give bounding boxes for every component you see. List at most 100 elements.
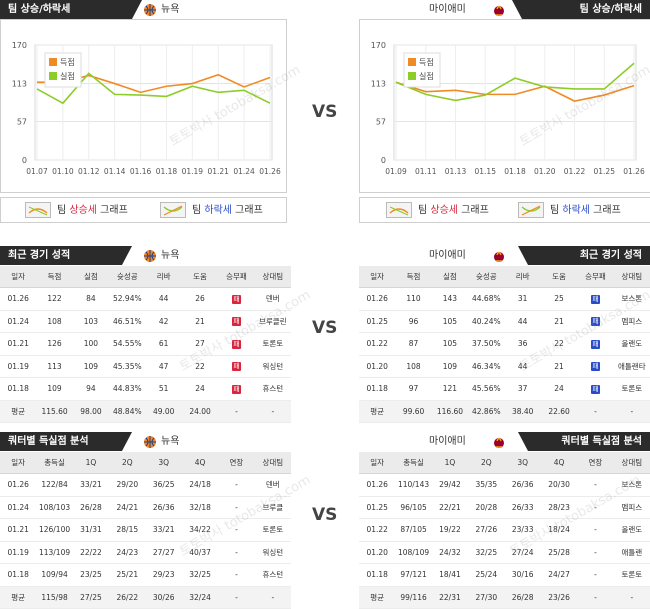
legend-label-allowed: 실점 xyxy=(60,71,75,81)
table-cell: 97 xyxy=(395,378,431,401)
column-header: 2Q xyxy=(109,452,145,474)
table-cell: 31 xyxy=(505,288,541,311)
table-cell: - xyxy=(218,474,254,497)
left-quarter-notch xyxy=(122,432,132,451)
table-cell: 44.68% xyxy=(468,288,504,311)
column-header: 4Q xyxy=(182,452,218,474)
table-cell: 121 xyxy=(432,378,468,401)
right-team-name: 마이애미 xyxy=(429,0,466,19)
column-header: 슛성공 xyxy=(109,266,145,288)
x-tick-label: 01.07 xyxy=(26,167,48,176)
x-tick-label: 01.09 xyxy=(385,167,407,176)
table-cell: 28/23 xyxy=(541,496,577,519)
table-cell: 24/18 xyxy=(182,474,218,497)
table-cell: - xyxy=(577,496,613,519)
heat-logo-icon xyxy=(492,3,506,17)
table-cell: 116.60 xyxy=(432,400,468,423)
left-stats-notch xyxy=(122,246,132,265)
legend-swatch-score xyxy=(49,58,57,66)
result-badge: 패 xyxy=(591,385,600,394)
table-cell: 46.34% xyxy=(468,355,504,378)
y-tick-label: 113 xyxy=(12,80,27,89)
table-cell: - xyxy=(614,400,650,423)
table-cell: 평균 xyxy=(359,586,395,609)
column-header: 일자 xyxy=(359,452,395,474)
table-cell: 01.24 xyxy=(0,496,36,519)
table-cell: 126 xyxy=(36,333,72,356)
table-cell: 20/30 xyxy=(541,474,577,497)
table-cell: 108/109 xyxy=(395,541,431,564)
table-cell: - xyxy=(577,474,613,497)
column-header: 상대팀 xyxy=(255,266,291,288)
x-tick-label: 01.26 xyxy=(623,167,645,176)
table-cell: 휴스턴 xyxy=(255,564,291,587)
column-header: 도움 xyxy=(541,266,577,288)
column-header: 일자 xyxy=(0,266,36,288)
table-cell: - xyxy=(577,564,613,587)
column-header: 도움 xyxy=(182,266,218,288)
right-quarter-header: 쿼터별 득실점 분석 xyxy=(528,432,650,451)
rise-word: 상승세 xyxy=(69,205,97,216)
table-cell: 01.20 xyxy=(359,541,395,564)
table-cell: 46.51% xyxy=(109,310,145,333)
result-badge: 패 xyxy=(232,385,241,394)
x-tick-label: 01.20 xyxy=(534,167,556,176)
table-cell: 44 xyxy=(146,288,182,311)
left-quarter-header: 쿼터별 득실점 분석 xyxy=(0,432,122,451)
table-cell: 평균 xyxy=(0,400,36,423)
knicks-logo-icon xyxy=(143,249,157,263)
column-header: 실점 xyxy=(73,266,109,288)
table-cell: 99/116 xyxy=(395,586,431,609)
fall-prefix: 팀 xyxy=(192,205,204,216)
column-header: 슛성공 xyxy=(468,266,504,288)
table-cell: 105 xyxy=(432,333,468,356)
table-cell: 38.40 xyxy=(505,400,541,423)
table-cell: 96 xyxy=(395,310,431,333)
table-cell: 109 xyxy=(432,355,468,378)
table-cell: 패 xyxy=(218,378,254,401)
table-cell: 휴스턴 xyxy=(255,378,291,401)
table-cell: 26/33 xyxy=(505,496,541,519)
column-header: 3Q xyxy=(146,452,182,474)
table-cell: - xyxy=(577,400,613,423)
x-tick-label: 01.12 xyxy=(78,167,100,176)
knicks-logo-icon xyxy=(143,3,157,17)
table-cell: 25/21 xyxy=(109,564,145,587)
x-tick-label: 01.18 xyxy=(504,167,526,176)
table-cell: 108/103 xyxy=(36,496,72,519)
table-cell: 122 xyxy=(36,288,72,311)
column-header: 일자 xyxy=(0,452,36,474)
table-cell: 01.26 xyxy=(0,474,36,497)
left-rise-legend: 팀 상승세 그래프 xyxy=(25,202,128,219)
table-cell: 26/22 xyxy=(109,586,145,609)
y-tick-label: 57 xyxy=(376,117,386,126)
table-cell: - xyxy=(577,541,613,564)
table-cell: 보스톤 xyxy=(614,474,650,497)
table-cell: 36 xyxy=(505,333,541,356)
table-cell: - xyxy=(577,586,613,609)
left-legend-bar: 팀 상승세 그래프 팀 하락세 그래프 xyxy=(0,197,287,223)
table-cell: 23/33 xyxy=(505,519,541,542)
table-cell: 01.18 xyxy=(0,564,36,587)
table-cell: 33/21 xyxy=(146,519,182,542)
table-cell: 01.26 xyxy=(359,474,395,497)
table-cell: 패 xyxy=(577,355,613,378)
result-badge: 패 xyxy=(232,340,241,349)
rise-prefix: 팀 xyxy=(418,205,430,216)
table-cell: 25/28 xyxy=(541,541,577,564)
column-header: 승무패 xyxy=(577,266,613,288)
right-stats-title: 최근 경기 성적 xyxy=(572,250,650,261)
y-tick-label: 57 xyxy=(17,117,27,126)
column-header: 연장 xyxy=(577,452,613,474)
table-cell: 01.25 xyxy=(359,310,395,333)
rise-suffix: 그래프 xyxy=(97,205,128,216)
table-cell: 108 xyxy=(395,355,431,378)
